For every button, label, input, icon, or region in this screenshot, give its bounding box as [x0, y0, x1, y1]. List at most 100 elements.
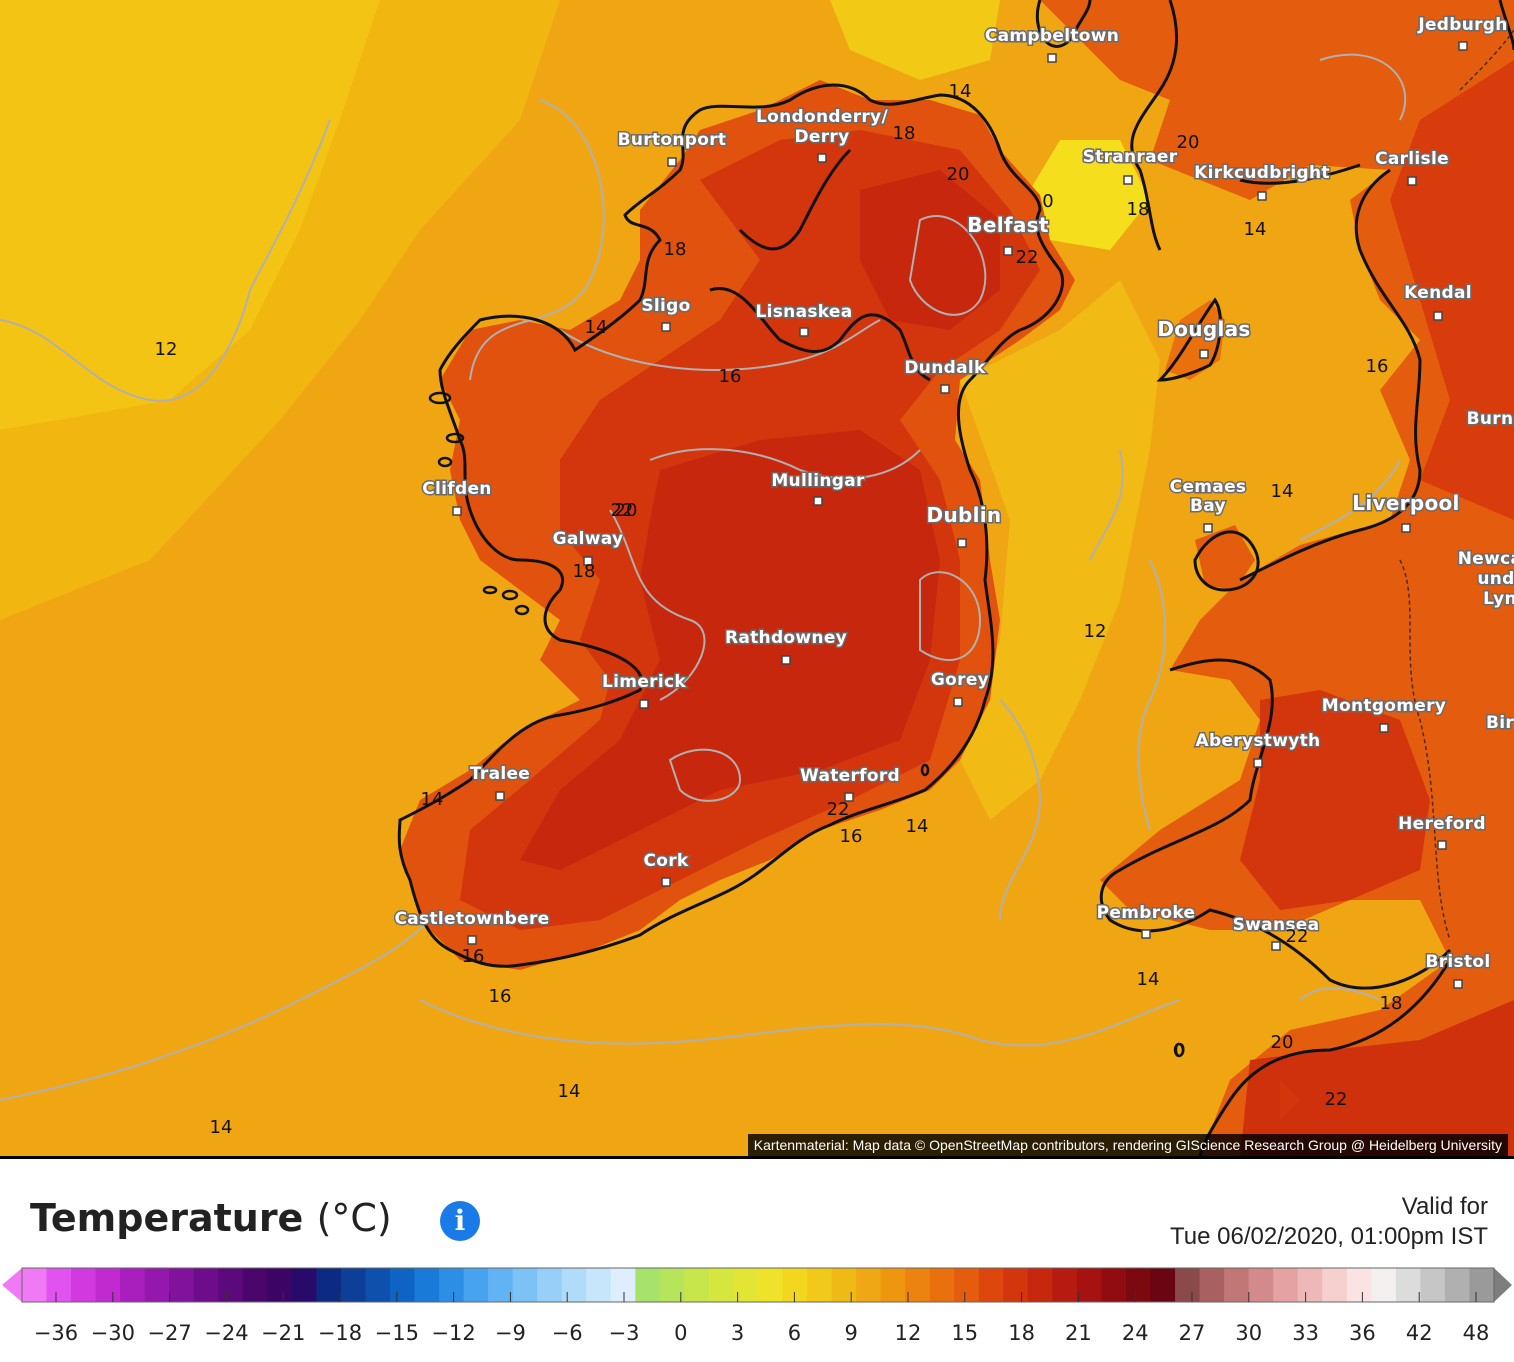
contour-label: 14: [906, 816, 929, 837]
info-icon[interactable]: i: [440, 1201, 480, 1241]
city-marker: [1407, 176, 1417, 186]
city-marker: [1458, 41, 1468, 51]
city-label: Tralee: [470, 764, 530, 784]
city-label: und: [1477, 569, 1514, 589]
scale-color-box: [1371, 1268, 1397, 1302]
city-label: Mullingar: [771, 471, 865, 491]
city-marker: [817, 153, 827, 163]
city-label: Montgomery: [1322, 696, 1446, 716]
city-marker: [940, 384, 950, 394]
scale-color-box: [1444, 1268, 1470, 1302]
scale-color-box: [439, 1268, 465, 1302]
ireland-core: [520, 430, 940, 870]
scale-color-box: [1273, 1268, 1299, 1302]
scale-color-box: [1150, 1268, 1176, 1302]
scale-color-box: [929, 1268, 955, 1302]
scale-tick-label: 27: [1179, 1321, 1206, 1345]
city-label: Bay: [1190, 496, 1226, 516]
scale-tick-label: −27: [147, 1321, 191, 1345]
city-label: Sligo: [641, 296, 690, 316]
contour-label: 16: [1366, 356, 1389, 377]
scale-color-box: [1469, 1268, 1495, 1302]
city-marker: [1257, 191, 1267, 201]
scale-color-box: [1346, 1268, 1372, 1302]
scale-color-box: [1322, 1268, 1348, 1302]
map-attribution[interactable]: Kartenmaterial: Map data © OpenStreetMap…: [747, 1134, 1508, 1156]
scale-tick-label: 18: [1008, 1321, 1035, 1345]
city-label: Campbeltown: [985, 26, 1119, 46]
wales-warm: [1240, 690, 1430, 910]
scale-color-box: [71, 1268, 97, 1302]
city-label: Clifden: [422, 479, 491, 499]
scale-color-box: [1175, 1268, 1201, 1302]
scale-left-arrow: [2, 1268, 22, 1302]
city-label: Londonderry/: [756, 107, 888, 127]
city-label: Kendal: [1404, 283, 1472, 303]
city-label: Dundalk: [904, 358, 986, 378]
scale-color-box: [463, 1268, 489, 1302]
scale-color-box: [1052, 1268, 1078, 1302]
legend-unit: (°C): [316, 1196, 392, 1240]
scale-tick-label: 0: [674, 1321, 687, 1345]
scale-color-box: [316, 1268, 342, 1302]
city-marker: [667, 157, 677, 167]
isotherm-lines: [0, 53, 1407, 1101]
legend-title: Temperature (°C): [30, 1196, 392, 1240]
scale-tick-label: 12: [895, 1321, 922, 1345]
borders: [1399, 29, 1514, 941]
contour-label: 14: [558, 1081, 581, 1102]
scale-tick-label: 3: [731, 1321, 744, 1345]
city-marker: [844, 792, 854, 802]
valid-label: Valid for: [1401, 1193, 1488, 1220]
scale-tick-label: −6: [552, 1321, 583, 1345]
scale-color-box: [1076, 1268, 1102, 1302]
contour-label: 12: [1084, 621, 1107, 642]
city-label: Galway: [553, 529, 624, 549]
scale-color-box: [1027, 1268, 1053, 1302]
city-label: Cemaes: [1170, 477, 1247, 497]
contour-label: 14: [210, 1117, 233, 1138]
cornwall-warm: [1240, 1000, 1514, 1158]
contour-label: 12: [155, 339, 178, 360]
city-label: Carlisle: [1375, 149, 1449, 169]
scale-color-box: [1395, 1268, 1421, 1302]
contour-label: 16: [840, 826, 863, 847]
contour-label: 14: [421, 789, 444, 810]
temperature-map[interactable]: Campbeltown Jedburgh Londonderry/Derry Burt…: [0, 0, 1514, 1158]
city-label: Hereford: [1398, 814, 1486, 834]
scale-color-box: [758, 1268, 784, 1302]
scale-color-box: [1420, 1268, 1446, 1302]
contour-label: 14: [949, 81, 972, 102]
city-marker: [1453, 979, 1463, 989]
city-marker: [639, 699, 649, 709]
city-marker: [1123, 175, 1133, 185]
scale-tick-label: −21: [261, 1321, 305, 1345]
city-marker: [953, 697, 963, 707]
city-marker: [467, 935, 477, 945]
ulster-core: [860, 170, 1000, 330]
scale-color-box: [880, 1268, 906, 1302]
contour-label: 20: [1271, 1032, 1294, 1053]
city-marker: [1379, 723, 1389, 733]
north-channel: [1030, 140, 1150, 250]
city-marker: [1199, 349, 1209, 359]
scale-tick-label: −30: [91, 1321, 135, 1345]
scale-tick-label: −24: [204, 1321, 248, 1345]
contour-label: 14: [1137, 969, 1160, 990]
city-label: Cork: [643, 851, 688, 871]
city-marker: [452, 506, 462, 516]
scale-tick-label: −36: [34, 1321, 78, 1345]
city-label: Aberystwyth: [1196, 731, 1321, 751]
scale-color-box: [954, 1268, 980, 1302]
scale-color-box: [1003, 1268, 1029, 1302]
legend-title-text: Temperature: [30, 1196, 304, 1240]
sea-area-north: [0, 0, 560, 620]
scale-color-box: [635, 1268, 661, 1302]
isle-of-man: [1165, 300, 1225, 380]
scale-tick-label: 6: [788, 1321, 801, 1345]
city-label: Castletownbere: [395, 909, 550, 929]
scale-color-box: [782, 1268, 808, 1302]
scale-color-box: [1101, 1268, 1127, 1302]
scale-tick-label: 48: [1463, 1321, 1490, 1345]
city-label: Rathdowney: [725, 628, 847, 648]
